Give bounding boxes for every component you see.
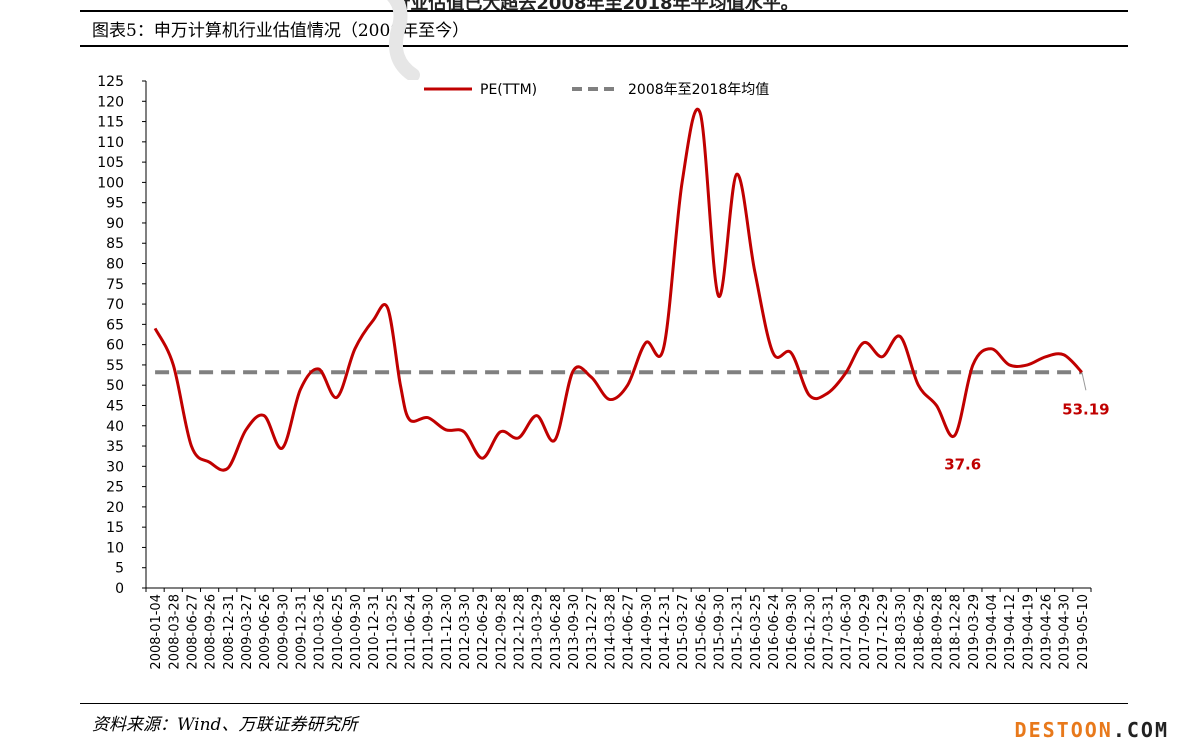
x-tick-label: 2010-06-25: [331, 594, 346, 670]
y-tick-label: 55: [106, 358, 124, 374]
x-tick-label: 2015-12-31: [731, 594, 746, 670]
x-tick-label: 2018-09-28: [931, 594, 946, 670]
x-tick-label: 2016-06-24: [767, 594, 782, 670]
x-tick-label: 2017-06-30: [840, 594, 855, 670]
x-tick-label: 2015-09-30: [712, 594, 727, 670]
x-tick-label: 2013-12-27: [585, 594, 600, 670]
x-tick-label: 2013-06-28: [549, 594, 564, 670]
x-tick-label: 2017-12-29: [876, 594, 891, 670]
legend-label-pe: PE(TTM): [480, 82, 537, 98]
x-tick-label: 2010-03-26: [313, 594, 328, 670]
title-bottom-rule: [80, 45, 1128, 47]
x-tick-label: 2008-01-04: [149, 594, 164, 670]
x-tick-label: 2009-06-26: [258, 594, 273, 670]
x-tick-label: 2016-12-30: [803, 594, 818, 670]
y-tick-label: 20: [106, 500, 124, 516]
x-tick-label: 2011-06-24: [404, 594, 419, 670]
x-tick-label: 2012-03-30: [458, 594, 473, 670]
x-tick-label: 2015-06-26: [694, 594, 709, 670]
x-tick-label: 2012-09-28: [494, 594, 509, 670]
figure-title: 图表5：申万计算机行业估值情况（2008年至今）: [92, 21, 470, 41]
x-tick-label: 2017-03-31: [821, 594, 836, 670]
x-tick-label: 2014-12-31: [658, 594, 673, 670]
x-tick-label: 2013-03-29: [531, 594, 546, 670]
legend-label-average: 2008年至2018年均值: [628, 82, 769, 98]
x-tick-label: 2015-03-27: [676, 594, 691, 670]
data-label: 37.6: [944, 455, 981, 473]
x-tick-label: 2008-09-26: [204, 594, 219, 670]
x-tick-label: 2013-09-30: [567, 594, 582, 670]
x-tick-label: 2016-09-30: [785, 594, 800, 670]
y-tick-label: 50: [106, 378, 124, 394]
x-tick-label: 2012-06-29: [476, 594, 491, 670]
x-tick-label: 2014-03-28: [603, 594, 618, 670]
y-tick-label: 5: [115, 561, 124, 577]
x-tick-label: 2011-09-30: [422, 594, 437, 670]
pe-ttm-line: [153, 107, 1083, 472]
footer-rule: [80, 703, 1128, 704]
y-tick-label: 10: [106, 540, 124, 556]
x-tick-label: 2014-09-30: [640, 594, 655, 670]
y-tick-label: 35: [106, 439, 124, 455]
y-tick-label: 40: [106, 419, 124, 435]
y-tick-label: 110: [97, 135, 124, 151]
x-tick-label: 2018-12-28: [949, 594, 964, 670]
watermark-mark: [386, 0, 420, 80]
title-top-rule: [80, 10, 1128, 12]
x-tick-label: 2009-03-27: [240, 594, 255, 670]
y-tick-label: 80: [106, 257, 124, 273]
x-tick-label: 2008-06-27: [185, 594, 200, 670]
y-tick-label: 60: [106, 338, 124, 354]
y-tick-label: 15: [106, 520, 124, 536]
x-tick-label: 2018-06-29: [912, 594, 927, 670]
x-tick-label: 2019-04-26: [1040, 594, 1055, 670]
y-tick-label: 75: [106, 277, 124, 293]
x-tick-label: 2010-09-30: [349, 594, 364, 670]
source-note: 资料来源：Wind、万联证券研究所: [92, 715, 358, 735]
y-tick-label: 90: [106, 216, 124, 232]
brand-part2: .COM: [1112, 718, 1169, 742]
x-tick-label: 2008-12-31: [222, 594, 237, 670]
x-tick-label: 2019-04-19: [1021, 594, 1036, 670]
annotation-leader: [1081, 372, 1087, 391]
y-tick-label: 45: [106, 398, 124, 414]
pe-line-chart: 0 5 10 15 20 25 30 35 40 45 50 55 60 65 70 75 80 85 90 95 10…: [97, 74, 1109, 670]
x-tick-label: 2010-12-31: [367, 594, 382, 670]
x-tick-label: 2019-05-10: [1076, 594, 1091, 670]
brand-part1: DESTOON: [1014, 718, 1113, 742]
x-tick-label: 2017-09-29: [858, 594, 873, 670]
y-tick-label: 120: [97, 94, 124, 110]
x-tick-label: 2009-09-30: [276, 594, 291, 670]
x-tick-label: 2019-03-29: [967, 594, 982, 670]
data-label: 53.19: [1062, 400, 1109, 418]
y-tick-label: 65: [106, 317, 124, 333]
y-tick-label: 125: [97, 74, 124, 90]
y-tick-label: 85: [106, 236, 124, 252]
x-tick-label: 2011-12-30: [440, 594, 455, 670]
y-tick-label: 100: [97, 175, 124, 191]
y-tick-label: 30: [106, 459, 124, 475]
x-tick-label: 2019-04-30: [1058, 594, 1073, 670]
x-tick-label: 2019-04-12: [1003, 594, 1018, 670]
y-tick-label: 105: [97, 155, 124, 171]
y-tick-label: 0: [115, 581, 124, 597]
x-tick-label: 2012-12-28: [513, 594, 528, 670]
x-tick-label: 2008-03-28: [167, 594, 182, 670]
x-tick-label: 2018-03-30: [894, 594, 909, 670]
y-tick-label: 115: [97, 115, 124, 131]
x-tick-label: 2009-12-31: [294, 594, 309, 670]
y-tick-label: 25: [106, 480, 124, 496]
x-tick-label: 2016-03-25: [749, 594, 764, 670]
y-tick-label: 70: [106, 297, 124, 313]
x-tick-label: 2019-04-04: [985, 594, 1000, 670]
brand-logo: DESTOON.COM: [1015, 718, 1169, 742]
y-tick-label: 95: [106, 196, 124, 212]
x-tick-label: 2014-06-27: [622, 594, 637, 670]
x-tick-label: 2011-03-25: [385, 594, 400, 670]
